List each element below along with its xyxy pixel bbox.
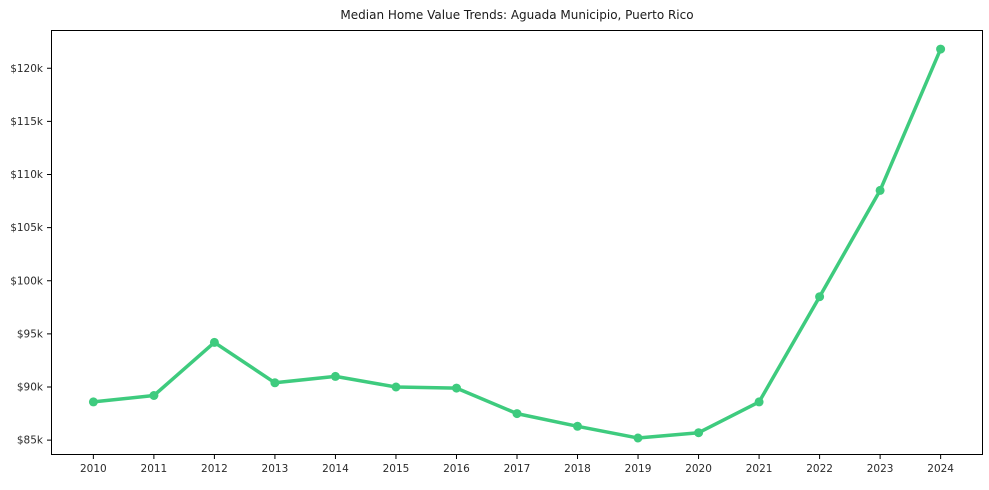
data-point xyxy=(209,337,219,347)
chart-title: Median Home Value Trends: Aguada Municip… xyxy=(340,8,694,22)
x-tick-label: 2022 xyxy=(806,463,833,475)
x-tick-label: 2010 xyxy=(80,463,107,475)
data-point xyxy=(330,371,340,381)
data-point xyxy=(936,44,946,54)
x-tick-label: 2016 xyxy=(443,463,470,475)
y-tick-label: $90k xyxy=(17,382,44,394)
data-point xyxy=(573,421,582,431)
x-tick-label: 2015 xyxy=(383,463,410,475)
x-tick-label: 2014 xyxy=(322,463,349,475)
x-tick-label: 2023 xyxy=(867,463,894,475)
data-point xyxy=(512,409,522,419)
data-point xyxy=(88,397,98,407)
data-point xyxy=(633,433,643,443)
data-point xyxy=(391,382,401,392)
x-tick-label: 2024 xyxy=(927,463,954,475)
data-point xyxy=(452,383,461,393)
data-point xyxy=(149,391,159,400)
data-point xyxy=(754,397,764,407)
x-tick-label: 2012 xyxy=(201,463,228,475)
x-tick-label: 2013 xyxy=(262,463,289,475)
y-tick-label: $115k xyxy=(10,116,44,128)
x-tick-label: 2019 xyxy=(625,463,652,475)
y-tick-label: $120k xyxy=(10,63,44,75)
y-tick-label: $85k xyxy=(17,435,44,447)
data-point xyxy=(270,378,280,388)
trend-line xyxy=(91,47,943,440)
x-tick-label: 2021 xyxy=(746,463,773,475)
y-tick-label: $105k xyxy=(10,222,44,234)
x-tick-label: 2011 xyxy=(141,463,168,475)
data-point xyxy=(694,428,704,438)
y-tick-label: $95k xyxy=(17,328,44,340)
x-tick-label: 2017 xyxy=(504,463,531,475)
data-point xyxy=(875,185,885,195)
x-tick-label: 2018 xyxy=(564,463,591,475)
y-tick-label: $110k xyxy=(10,169,44,181)
plot-border xyxy=(51,30,983,455)
x-tick-label: 2020 xyxy=(685,463,712,475)
y-tick-label: $100k xyxy=(10,275,44,287)
data-point xyxy=(815,292,825,302)
